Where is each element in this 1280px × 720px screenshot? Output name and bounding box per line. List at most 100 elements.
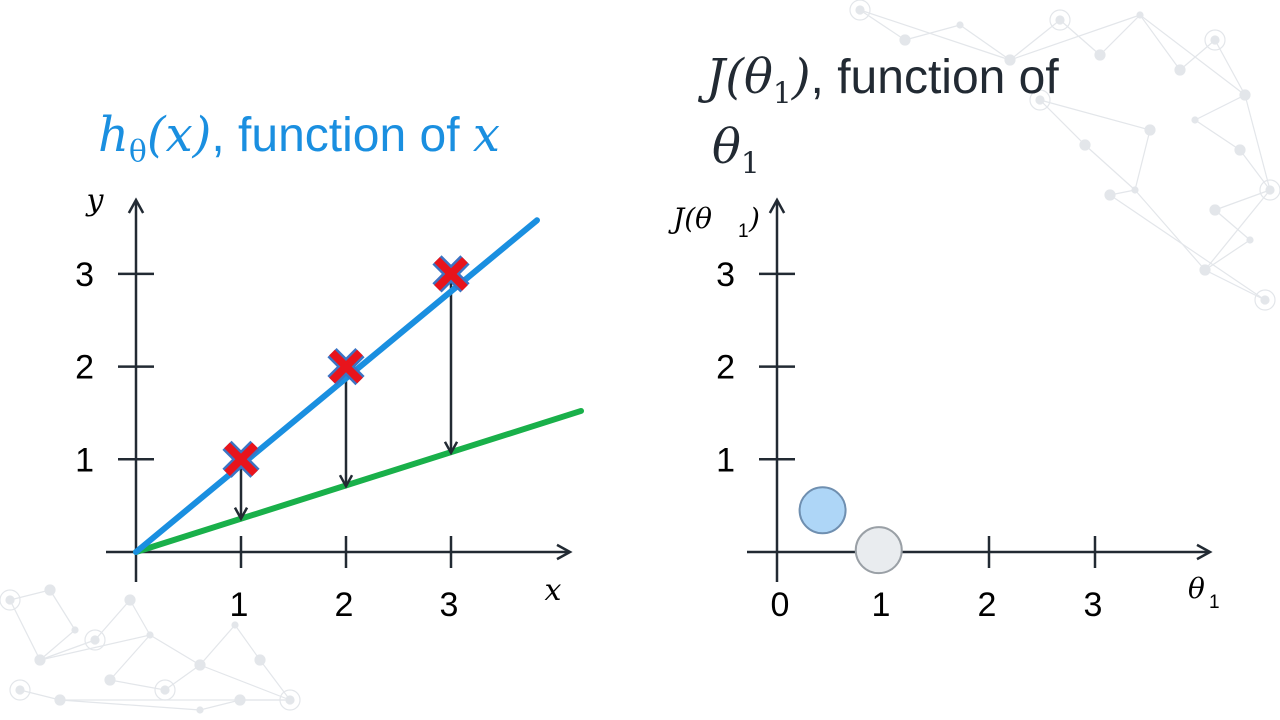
- network-node: [15, 685, 25, 695]
- left-y-axis-arrow: [127, 197, 145, 214]
- residual-arrow-head: [338, 474, 354, 489]
- network-link: [1179, 39, 1216, 71]
- network-link: [1139, 14, 1246, 96]
- network-node: [1055, 15, 1065, 25]
- network-node: [1004, 54, 1016, 66]
- candidate-hypothesis-line: [133, 407, 584, 555]
- network-node: [1104, 189, 1116, 201]
- network-node: [899, 34, 911, 46]
- network-node: [956, 21, 964, 29]
- network-node: [1234, 144, 1246, 156]
- network-link: [1214, 209, 1251, 241]
- data-point-marker: [327, 348, 365, 386]
- network-link: [129, 599, 151, 636]
- network-node-ring: [0, 589, 21, 611]
- right-x-axis-label-sub: 1: [1209, 592, 1220, 613]
- network-node: [54, 694, 66, 706]
- network-link: [39, 629, 76, 661]
- network-link: [199, 699, 241, 711]
- cost-point: [854, 526, 903, 575]
- right-y-tick-label: 1: [716, 441, 735, 479]
- right-x-tick-label: 2: [978, 586, 997, 624]
- network-node-ring: [279, 689, 301, 711]
- right-x-tick-label: 1: [872, 586, 891, 624]
- network-link: [1194, 119, 1241, 151]
- network-node: [124, 594, 136, 606]
- network-link: [1099, 14, 1141, 56]
- right-y-tick-label: 2: [716, 349, 735, 387]
- left-x-tick-label: 2: [335, 586, 354, 624]
- network-link: [1134, 129, 1151, 191]
- right-y-axis-arrow: [768, 197, 786, 214]
- network-link: [199, 624, 236, 666]
- right-x-axis-arrow: [1196, 543, 1213, 561]
- network-link: [1139, 14, 1181, 71]
- network-node-ring: [1029, 89, 1051, 111]
- data-point-marker: [222, 440, 260, 478]
- right-y-axis-label-sub: 1: [738, 221, 749, 242]
- right-x-axis-label: θ: [1188, 572, 1205, 605]
- network-node: [194, 659, 206, 671]
- network-node-ring: [84, 629, 106, 651]
- hypothesis-line: [133, 217, 540, 555]
- network-link: [19, 689, 61, 701]
- network-link: [109, 679, 166, 691]
- network-node: [196, 706, 204, 714]
- network-link: [39, 634, 151, 661]
- left-x-tick-label: 1: [230, 586, 249, 624]
- network-link: [149, 634, 201, 666]
- network-link: [1134, 189, 1206, 271]
- network-node: [254, 654, 266, 666]
- cost-point: [798, 486, 847, 535]
- network-link: [1009, 14, 1141, 61]
- network-link: [1244, 94, 1271, 191]
- network-node: [5, 595, 15, 605]
- left-y-tick-label: 2: [75, 349, 94, 387]
- network-node: [285, 695, 295, 705]
- network-node: [1239, 89, 1251, 101]
- network-link: [859, 9, 906, 41]
- left-y-tick-label: 1: [75, 441, 94, 479]
- network-link: [164, 664, 201, 691]
- network-node: [1246, 236, 1254, 244]
- network-link: [1204, 269, 1266, 301]
- network-link: [1109, 194, 1266, 301]
- network-node: [1079, 139, 1091, 151]
- network-node: [1131, 186, 1139, 194]
- network-node: [71, 626, 79, 634]
- network-node: [1094, 49, 1106, 61]
- network-link: [1194, 94, 1246, 121]
- network-link: [109, 634, 151, 681]
- left-chart-title: hθ(x), function of x: [98, 107, 500, 170]
- network-link: [1059, 19, 1101, 56]
- network-node: [160, 685, 170, 695]
- network-link: [9, 599, 41, 661]
- right-origin-label: 0: [771, 586, 790, 624]
- data-point-marker: [432, 255, 470, 293]
- network-node-ring: [1049, 9, 1071, 31]
- left-x-axis-arrow: [556, 543, 573, 561]
- network-node: [1144, 124, 1156, 136]
- network-node: [231, 621, 239, 629]
- network-link: [199, 664, 291, 701]
- network-link: [1009, 19, 1061, 61]
- network-link: [1039, 99, 1151, 131]
- residual-arrow-head: [233, 507, 249, 522]
- network-node-ring: [1259, 179, 1280, 201]
- network-link: [259, 659, 291, 701]
- left-y-axis-label: y: [85, 183, 105, 218]
- network-node: [90, 635, 100, 645]
- network-link: [59, 699, 201, 711]
- network-node: [1265, 185, 1275, 195]
- network-link: [94, 599, 131, 641]
- network-node: [104, 674, 116, 686]
- network-node: [1199, 264, 1211, 276]
- network-link: [859, 9, 1011, 61]
- residual-arrow-head: [443, 441, 459, 456]
- network-node-ring: [1204, 29, 1226, 51]
- network-node: [1260, 295, 1270, 305]
- network-node: [146, 631, 154, 639]
- network-node-ring: [849, 0, 871, 21]
- right-y-axis-label-close: ): [748, 202, 760, 235]
